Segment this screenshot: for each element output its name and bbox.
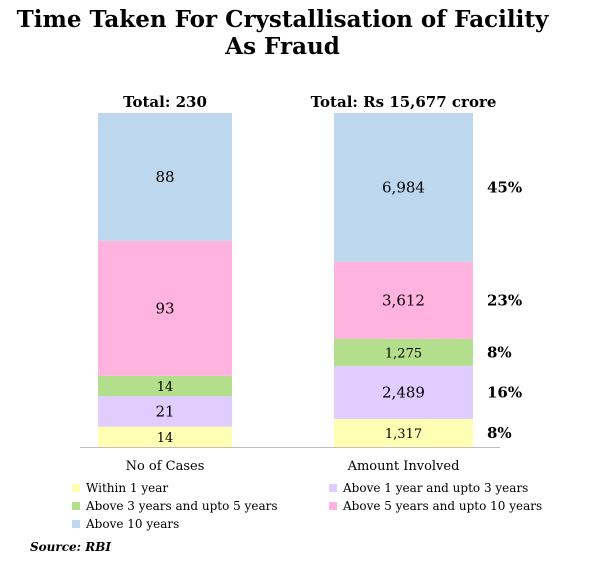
legend-swatch	[72, 484, 80, 492]
bar-total-label: Total: Rs 15,677 crore	[311, 93, 497, 111]
legend-swatch	[329, 502, 337, 510]
chart-title: Time Taken For Crystallisation of Facili…	[16, 6, 549, 60]
legend-swatch	[72, 502, 80, 510]
category-label: No of Cases	[126, 459, 205, 474]
legend-swatch	[329, 484, 337, 492]
share-label: 16%	[487, 383, 522, 401]
data-label: 14	[157, 380, 174, 395]
legend-label: Above 10 years	[85, 517, 179, 531]
legend-swatch	[72, 520, 80, 528]
share-label: 8%	[487, 424, 512, 442]
data-label: 6,984	[382, 178, 425, 196]
bar-segment	[334, 418, 473, 447]
share-label: 8%	[487, 343, 512, 361]
source-note: Source: RBI	[30, 540, 111, 554]
data-label: 14	[157, 431, 174, 446]
data-label: 2,489	[382, 383, 425, 401]
bar-segment	[98, 113, 232, 241]
data-label: 1,275	[385, 346, 422, 361]
legend-label: Above 5 years and upto 10 years	[342, 499, 542, 513]
bar-segment	[334, 365, 473, 419]
bar-segment	[334, 261, 473, 339]
bar-segment	[334, 338, 473, 366]
share-label: 23%	[487, 291, 522, 309]
data-label: 3,612	[382, 291, 425, 309]
bar-segment	[98, 375, 232, 397]
share-label: 45%	[487, 178, 522, 196]
legend-label: Within 1 year	[86, 481, 168, 495]
data-label: 88	[155, 168, 174, 186]
data-label: 1,317	[385, 427, 422, 442]
bar-segment	[98, 426, 232, 447]
bar-segment	[334, 113, 473, 262]
bar-segment	[98, 240, 232, 376]
legend-label: Above 1 year and upto 3 years	[342, 481, 528, 495]
bar-total-label: Total: 230	[123, 93, 207, 111]
data-label: 93	[155, 299, 174, 317]
category-label: Amount Involved	[347, 459, 460, 474]
bar-segment	[98, 396, 232, 427]
data-label: 21	[155, 402, 174, 420]
legend-label: Above 3 years and upto 5 years	[85, 499, 278, 513]
